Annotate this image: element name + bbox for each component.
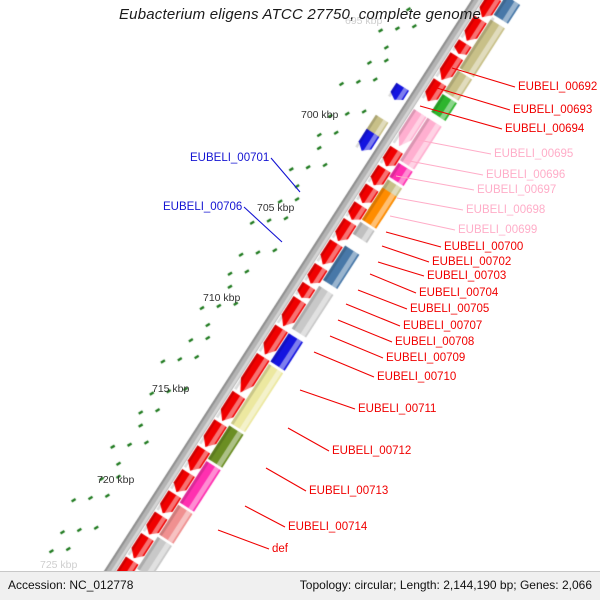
gene-label-eubeli_00698[interactable]: EUBELI_00698 (466, 204, 546, 216)
gene-label-eubeli_00707[interactable]: EUBELI_00707 (403, 320, 483, 332)
gene-label-eubeli_00695[interactable]: EUBELI_00695 (494, 148, 574, 160)
gene-label-eubeli_00701[interactable]: EUBELI_00701 (190, 152, 270, 164)
gene-label-eubeli_00704[interactable]: EUBELI_00704 (419, 287, 499, 299)
gene-label-eubeli_00700[interactable]: EUBELI_00700 (444, 241, 524, 253)
gene-label-eubeli_00694[interactable]: EUBELI_00694 (505, 123, 585, 135)
gene-label-eubeli_00714[interactable]: EUBELI_00714 (288, 521, 368, 533)
gene-label-eubeli_00711[interactable]: EUBELI_00711 (358, 403, 437, 415)
page-title: Eubacterium eligens ATCC 27750, complete… (118, 6, 482, 23)
gene-label-eubeli_00699[interactable]: EUBELI_00699 (458, 224, 538, 236)
gene-label-eubeli_00692[interactable]: EUBELI_00692 (518, 81, 598, 93)
gene-label-eubeli_00708[interactable]: EUBELI_00708 (395, 336, 475, 348)
gene-label-eubeli_00697[interactable]: EUBELI_00697 (477, 184, 557, 196)
status-bar: Accession: NC_012778 Topology: circular;… (0, 571, 600, 600)
gene-label-eubeli_00705[interactable]: EUBELI_00705 (410, 303, 490, 315)
gene-label-def[interactable]: def (272, 543, 288, 555)
gene-label-eubeli_00712[interactable]: EUBELI_00712 (332, 445, 412, 457)
gene-label-eubeli_00710[interactable]: EUBELI_00710 (377, 371, 457, 383)
gene-label-eubeli_00696[interactable]: EUBELI_00696 (486, 169, 566, 181)
gene-label-eubeli_00703[interactable]: EUBELI_00703 (427, 270, 507, 282)
gene-label-eubeli_00702[interactable]: EUBELI_00702 (432, 256, 512, 268)
accession-text: Accession: NC_012778 (8, 578, 134, 592)
gene-label-eubeli_00713[interactable]: EUBELI_00713 (309, 485, 389, 497)
gene-label-eubeli_00706[interactable]: EUBELI_00706 (163, 201, 243, 213)
gene-label-eubeli_00693[interactable]: EUBELI_00693 (513, 104, 593, 116)
gene-label-eubeli_00709[interactable]: EUBELI_00709 (386, 352, 466, 364)
genome-summary-text: Topology: circular; Length: 2,144,190 bp… (299, 578, 592, 592)
